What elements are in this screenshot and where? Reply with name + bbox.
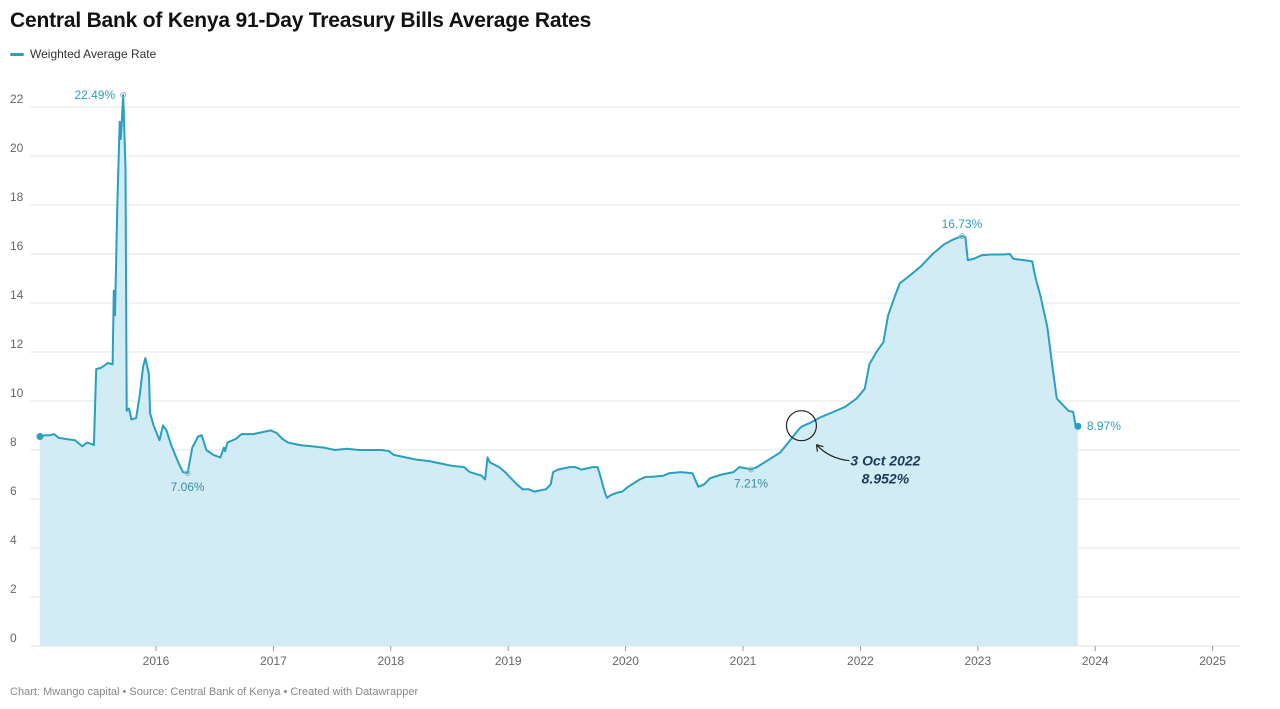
y-tick-label-20: 20 [10, 141, 24, 155]
legend: Weighted Average Rate [10, 47, 156, 61]
legend-label: Weighted Average Rate [30, 47, 157, 61]
y-tick-label-12: 12 [10, 337, 24, 351]
data-label-1: 7.06% [171, 480, 205, 494]
min-max-marker [184, 470, 191, 477]
legend-swatch [10, 52, 24, 56]
y-tick-label-14: 14 [10, 288, 24, 302]
x-tick-label-2022: 2022 [847, 654, 874, 668]
data-label-2: 7.21% [734, 476, 768, 490]
x-tick-label-2016: 2016 [143, 654, 170, 668]
x-tick-label-2024: 2024 [1082, 654, 1109, 668]
data-label-4: 8.97% [1087, 419, 1121, 433]
y-tick-label-6: 6 [10, 484, 17, 498]
x-tick-label-2023: 2023 [964, 654, 991, 668]
y-tick-label-22: 22 [10, 92, 24, 106]
min-max-marker [958, 233, 965, 240]
annotation-circle [785, 410, 818, 442]
data-label-3: 16.73% [942, 217, 983, 231]
x-tick-label-2025: 2025 [1199, 654, 1226, 668]
min-max-marker [748, 466, 755, 473]
y-tick-label-10: 10 [10, 386, 24, 400]
chart-title: Central Bank of Kenya 91-Day Treasury Bi… [10, 9, 592, 32]
annotation-arrow [815, 444, 850, 462]
y-tick-label-0: 0 [10, 631, 17, 645]
series-start-dot [36, 433, 44, 441]
y-tick-label-8: 8 [10, 435, 17, 449]
x-tick-label-2020: 2020 [612, 654, 639, 668]
chart-footer: Chart: Mwango capital • Source: Central … [10, 686, 419, 698]
series-area-fill [40, 95, 1078, 646]
series-end-dot [1074, 422, 1082, 430]
y-tick-label-18: 18 [10, 190, 24, 204]
annotation-value: 8.952% [862, 471, 910, 487]
x-tick-label-2019: 2019 [495, 654, 522, 668]
y-tick-label-4: 4 [10, 533, 17, 547]
x-tick-label-2017: 2017 [260, 654, 287, 668]
annotation-arrowhead [815, 444, 824, 452]
series-line [39, 94, 1079, 499]
annotation-date: 3 Oct 2022 [850, 453, 920, 469]
min-max-marker [120, 91, 127, 98]
y-tick-label-16: 16 [10, 239, 24, 253]
x-tick-label-2021: 2021 [730, 654, 757, 668]
x-tick-label-2018: 2018 [377, 654, 404, 668]
y-tick-label-2: 2 [10, 582, 17, 596]
data-label-0: 22.49% [74, 88, 115, 102]
